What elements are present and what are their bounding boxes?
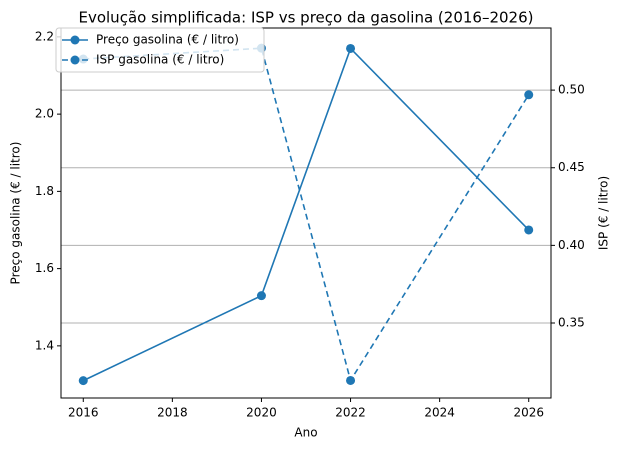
series-line: [82, 47, 530, 382]
series-marker: [524, 225, 534, 235]
x-tick-label: 2020: [246, 406, 277, 420]
x-tick-label: 2022: [335, 406, 366, 420]
chart-title: Evolução simplificada: ISP vs preço da g…: [78, 9, 533, 27]
y2-tick-label: 0.35: [558, 316, 585, 330]
series-marker: [256, 291, 266, 301]
y-tick-label: 1.4: [35, 338, 54, 352]
y2-tick-label: 0.45: [558, 160, 585, 174]
legend-box: [55, 27, 265, 73]
legend-label: Preço gasolina (€ / litro): [96, 33, 239, 47]
plot-frame: [60, 27, 552, 399]
series-marker: [346, 43, 356, 53]
series-line: [83, 47, 530, 383]
legend: Preço gasolina (€ / litro) ISP gasolina (…: [55, 27, 265, 73]
x-tick-label: 2018: [157, 406, 188, 420]
x-tick-label: 2016: [68, 406, 99, 420]
series-marker: [524, 90, 534, 100]
y-tick-label: 1.6: [35, 261, 54, 275]
series-marker: [78, 376, 88, 386]
legend-marker: [70, 55, 80, 65]
y-axis-label: Preço gasolina (€ / litro): [9, 142, 23, 285]
y-tick-label: 1.8: [35, 184, 54, 198]
y2-tick-label: 0.50: [558, 83, 585, 97]
y-tick-label: 2.2: [35, 29, 54, 43]
legend-label: ISP gasolina (€ / litro): [96, 53, 224, 67]
x-tick-label: 2024: [424, 406, 455, 420]
x-axis-label: Ano: [294, 426, 317, 440]
legend-marker: [70, 35, 80, 45]
y-tick-label: 2.0: [35, 107, 54, 121]
x-tick-label: 2026: [513, 406, 544, 420]
y2-tick-label: 0.40: [558, 238, 585, 252]
series-marker: [346, 375, 356, 385]
y2-axis-label: ISP (€ / litro): [597, 176, 611, 250]
